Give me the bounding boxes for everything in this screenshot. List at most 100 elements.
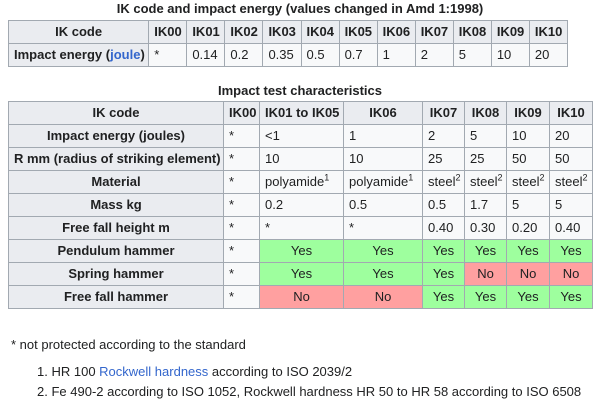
cell-value: Yes	[560, 289, 582, 304]
table-cell: *	[223, 285, 260, 309]
table-cell: *	[223, 124, 260, 148]
cell-value: No	[519, 266, 537, 281]
table-row: Impact energy (joules) * <1 1 2 5 10 20	[8, 124, 593, 148]
table-cell: 0.5	[343, 193, 423, 217]
yes-cell: Yes	[422, 262, 465, 286]
cell-value: Yes	[560, 243, 582, 258]
cell-value: 50	[555, 151, 570, 166]
table-cell: steel2	[422, 170, 465, 194]
ik-code-header: IK02	[224, 20, 264, 44]
table-cell: *	[223, 262, 260, 286]
energy-value-cell: 0.2	[224, 43, 264, 67]
table-cell: 0.5	[422, 193, 465, 217]
ik-code-header: IK10	[528, 20, 569, 44]
footnote-ref[interactable]: 1	[324, 172, 330, 183]
yes-cell: Yes	[343, 239, 423, 263]
ik-code-header: IK00	[148, 20, 188, 44]
table-row: Material * polyamide1 polyamide1 steel2 steel…	[8, 170, 593, 194]
table-cell: 50	[506, 147, 550, 171]
table-cell: 0.20	[506, 216, 550, 240]
table-row: R mm (radius of striking element) * 10 10 25…	[8, 147, 593, 171]
cell-value: Yes	[432, 243, 455, 258]
ik-code-header: IK06	[376, 20, 416, 44]
footnote-ref[interactable]: 1	[408, 172, 414, 183]
cell-value: steel	[512, 174, 540, 189]
ik-code-header: IK01	[186, 20, 226, 44]
cell-value: *	[349, 220, 355, 235]
cell-value: 1.7	[470, 197, 489, 212]
footnote-1-number: 1.	[37, 364, 48, 379]
table-cell: *	[259, 216, 344, 240]
no-cell: No	[259, 285, 344, 309]
yes-cell: Yes	[506, 239, 550, 263]
cell-value: Yes	[372, 266, 394, 281]
table-cell: 50	[549, 147, 593, 171]
row-label: Impact energy (joules)	[8, 124, 224, 148]
cell-value: *	[229, 220, 235, 235]
cell-value: Yes	[517, 289, 539, 304]
table-cell: 2	[422, 124, 465, 148]
footnote-2-number: 2.	[37, 384, 48, 399]
table-cell: 0.40	[549, 216, 593, 240]
table-cell: polyamide1	[343, 170, 423, 194]
footnote-ref[interactable]: 2	[539, 172, 545, 183]
footnote-1: 1. HR 100 Rockwell hardness according to…	[37, 364, 352, 380]
energy-value-cell: 0.35	[262, 43, 302, 67]
cell-value: Yes	[372, 243, 394, 258]
table-cell: 5	[464, 124, 507, 148]
table-cell: 0.40	[422, 216, 465, 240]
table-cell: 20	[549, 124, 593, 148]
ik-code-header: IK07	[414, 20, 454, 44]
cell-value: Yes	[432, 266, 455, 281]
table-cell: 1.7	[464, 193, 507, 217]
cell-value: steel	[555, 174, 583, 189]
table2-header-label: IK code	[8, 101, 224, 125]
footnote-ref[interactable]: 2	[455, 172, 461, 183]
footnote-1-post: according to ISO 2039/2	[208, 364, 353, 379]
yes-cell: Yes	[549, 239, 593, 263]
energy-label-prefix: Impact energy (	[14, 47, 111, 62]
footnote-ref[interactable]: 2	[582, 172, 588, 183]
cell-value: *	[229, 266, 235, 281]
row-label: R mm (radius of striking element)	[8, 147, 224, 171]
cell-value: 20	[555, 128, 570, 143]
cell-value: 1	[349, 128, 357, 143]
footnote-1-pre: HR 100	[51, 364, 100, 379]
yes-cell: Yes	[464, 285, 507, 309]
yes-cell: Yes	[343, 262, 423, 286]
joule-link[interactable]: joule	[110, 47, 141, 62]
table-cell: 10	[343, 147, 423, 171]
cell-value: 25	[470, 151, 485, 166]
table-cell: 25	[464, 147, 507, 171]
ik-code-header: IK10	[549, 101, 593, 125]
cell-value: 0.2	[265, 197, 284, 212]
cell-value: Yes	[474, 289, 497, 304]
table-cell: steel2	[506, 170, 550, 194]
cell-value: 2	[428, 128, 436, 143]
table-cell: 5	[549, 193, 593, 217]
yes-cell: Yes	[422, 285, 465, 309]
table-cell: *	[223, 239, 260, 263]
cell-value: *	[229, 128, 235, 143]
no-cell: No	[464, 262, 507, 286]
cell-value: 0.30	[470, 220, 496, 235]
footnote-ref[interactable]: 2	[497, 172, 503, 183]
table-cell: steel2	[549, 170, 593, 194]
yes-cell: Yes	[549, 285, 593, 309]
asterisk-note: * not protected according to the standar…	[11, 337, 246, 352]
footnote-2: 2. Fe 490-2 according to ISO 1052, Rockw…	[37, 384, 581, 400]
rockwell-hardness-link[interactable]: Rockwell hardness	[99, 364, 209, 379]
table-row: Mass kg * 0.2 0.5 0.5 1.7 5 5	[8, 193, 593, 217]
cell-value: 0.5	[349, 197, 368, 212]
yes-cell: Yes	[506, 285, 550, 309]
table1-caption: IK code and impact energy (values change…	[116, 1, 484, 16]
ik-code-header: IK01 to IK05	[259, 101, 344, 125]
cell-value: 5	[555, 197, 563, 212]
footnote-2-text: Fe 490-2 according to ISO 1052, Rockwell…	[51, 384, 582, 399]
no-cell: No	[343, 285, 423, 309]
ik-code-header: IK08	[452, 20, 492, 44]
table-cell: *	[223, 170, 260, 194]
energy-label-suffix: )	[140, 47, 145, 62]
impact-test-table: IK code IK00 IK01 to IK05 IK06 IK07 IK08 IK09 I…	[8, 101, 593, 309]
energy-value-cell: 0.7	[338, 43, 378, 67]
